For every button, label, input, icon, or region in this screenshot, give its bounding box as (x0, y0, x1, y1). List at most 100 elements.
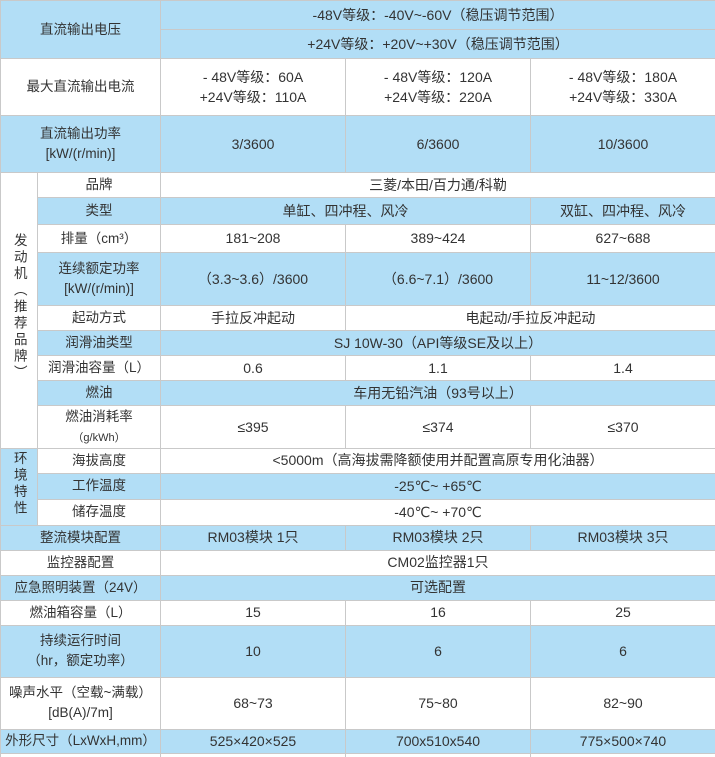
value-engine-type-single: 单缸、四冲程、风冷 (160, 197, 531, 225)
label-noise-level: 噪声水平（空载~满载） [dB(A)/7m] (0, 676, 161, 730)
row-displacement: 排量（cm³） 181~208 389~424 627~688 (1, 224, 715, 253)
value-working-temp: -25℃~ +65℃ (160, 472, 715, 500)
label-fuel-consumption-text: 燃油消耗率 (65, 409, 133, 424)
label-run-time: 持续运行时间 （hr，额定功率） (0, 624, 161, 678)
value-engine-type-twin: 双缸、四冲程、风冷 (530, 197, 715, 225)
value-oil-capacity-model2: 1.1 (345, 355, 531, 381)
row-storage-temp: 储存温度 -40℃~ +70℃ (1, 498, 715, 526)
row-rectifier-module: 整流模块配置 RM03模块 1只 RM03模块 2只 RM03模块 3只 (0, 524, 715, 551)
row-emergency-light: 应急照明装置（24V） 可选配置 (0, 574, 715, 601)
value-rectifier-model3: RM03模块 3只 (530, 524, 715, 551)
label-weight: 重量（净重） (0, 752, 161, 757)
label-rated-power: 连续额定功率 [kW/(r/min)] (37, 252, 161, 306)
value-rectifier-model2: RM03模块 2只 (345, 524, 531, 551)
label-fuel-consumption: 燃油消耗率 （g/kWh） (37, 405, 161, 449)
value-lube-oil-type: SJ 10W-30（API等级SE及以上） (160, 330, 715, 356)
value-dimensions-model2: 700x510x540 (345, 728, 531, 754)
value-power-model2: 6/3600 (345, 115, 531, 173)
label-storage-temp: 储存温度 (37, 498, 161, 526)
value-noise-model2: 75~80 (345, 676, 531, 730)
row-start-mode: 起动方式 手拉反冲起动 电起动/手拉反冲起动 (1, 305, 715, 331)
row-fuel-consumption: 燃油消耗率 （g/kWh） ≤395 ≤374 ≤370 (1, 405, 715, 449)
value-weight-model2: 71kg (345, 752, 531, 757)
value-power-model1: 3/3600 (160, 115, 346, 173)
row-fuel-tank-capacity: 燃油箱容量（L） 15 16 25 (0, 599, 715, 626)
label-fuel-tank-capacity: 燃油箱容量（L） (0, 599, 161, 626)
row-engine-brand: 发动机（推荐品牌） 品牌 三菱/本田/百力通/科勒 (0, 172, 715, 449)
row-dc-output-power: 直流输出功率 [kW/(r/min)] 3/3600 6/3600 10/360… (0, 115, 715, 173)
value-rectifier-model1: RM03模块 1只 (160, 524, 346, 551)
row-dimensions: 外形尺寸（LxWxH,mm） 525×420×525 700x510x540 7… (0, 728, 715, 754)
value-rated-power-model2: （6.6~7.1）/3600 (345, 252, 531, 306)
value-dimensions-model1: 525×420×525 (160, 728, 346, 754)
value-fuel-consumption-model2: ≤374 (345, 405, 531, 449)
row-altitude: 环境特性 海拔高度 <5000m（高海拔需降额使用并配置高原专用化油器） (0, 447, 715, 526)
value-rated-power-model3: 11~12/3600 (530, 252, 715, 306)
value-altitude: <5000m（高海拔需降额使用并配置高原专用化油器） (160, 447, 715, 474)
row-working-temp: 工作温度 -25℃~ +65℃ (1, 472, 715, 500)
value-max-current-model2: - 48V等级：120A +24V等级：220A (345, 58, 531, 116)
row-fuel: 燃油 车用无铅汽油（93号以上） (1, 380, 715, 406)
value-max-current-model1: - 48V等级：60A +24V等级：110A (160, 58, 346, 116)
label-lube-oil-type: 润滑油类型 (37, 330, 161, 356)
value-dc-voltage-48v: -48V等级：-40V~-60V（稳压调节范围） (160, 0, 715, 30)
label-monitor-config: 监控器配置 (0, 549, 161, 576)
label-working-temp: 工作温度 (37, 472, 161, 500)
label-rectifier-module: 整流模块配置 (0, 524, 161, 551)
value-displacement-model2: 389~424 (345, 224, 531, 253)
value-dimensions-model3: 775×500×740 (530, 728, 715, 754)
label-max-dc-current: 最大直流输出电流 (0, 58, 161, 116)
value-fuel-consumption-model3: ≤370 (530, 405, 715, 449)
value-runtime-model1: 10 (160, 624, 346, 678)
section-environment-label: 环境特性 (11, 450, 27, 517)
label-engine-brand: 品牌 (37, 172, 161, 198)
row-dc-output-voltage: 直流输出电压 -48V等级：-40V~-60V（稳压调节范围） (0, 0, 715, 59)
value-noise-model3: 82~90 (530, 676, 715, 730)
value-tank-model2: 16 (345, 599, 531, 626)
section-engine-label: 发动机（推荐品牌） (11, 233, 27, 382)
value-storage-temp: -40℃~ +70℃ (160, 498, 715, 526)
value-displacement-model1: 181~208 (160, 224, 346, 253)
label-fuel-consumption-unit: （g/kWh） (72, 431, 126, 444)
value-tank-model1: 15 (160, 599, 346, 626)
section-engine: 发动机（推荐品牌） (0, 172, 38, 449)
value-displacement-model3: 627~688 (530, 224, 715, 253)
value-runtime-model3: 6 (530, 624, 715, 678)
label-engine-type: 类型 (37, 197, 161, 225)
row-run-time: 持续运行时间 （hr，额定功率） 10 6 6 (0, 624, 715, 678)
value-weight-model3: 109kg (530, 752, 715, 757)
label-dimensions: 外形尺寸（LxWxH,mm） (0, 728, 161, 754)
label-dc-output-voltage: 直流输出电压 (0, 0, 161, 59)
value-rated-power-model1: （3.3~3.6）/3600 (160, 252, 346, 306)
label-dc-output-power: 直流输出功率 [kW/(r/min)] (0, 115, 161, 173)
section-environment: 环境特性 (0, 447, 38, 526)
value-dc-voltage-24v: +24V等级：+20V~+30V（稳压调节范围） (160, 29, 715, 59)
value-oil-capacity-model1: 0.6 (160, 355, 346, 381)
label-emergency-light: 应急照明装置（24V） (0, 574, 161, 601)
row-engine-type: 类型 单缸、四冲程、风冷 双缸、四冲程、风冷 (1, 197, 715, 225)
row-lube-oil-capacity: 润滑油容量（L） 0.6 1.1 1.4 (1, 355, 715, 381)
row-rated-power: 连续额定功率 [kW/(r/min)] （3.3~3.6）/3600 （6.6~… (1, 252, 715, 306)
value-noise-model1: 68~73 (160, 676, 346, 730)
value-max-current-model3: - 48V等级：180A +24V等级：330A (530, 58, 715, 116)
label-fuel: 燃油 (37, 380, 161, 406)
label-displacement: 排量（cm³） (37, 224, 161, 253)
row-monitor-config: 监控器配置 CM02监控器1只 (0, 549, 715, 576)
value-fuel-consumption-model1: ≤395 (160, 405, 346, 449)
label-lube-oil-capacity: 润滑油容量（L） (37, 355, 161, 381)
row-noise-level: 噪声水平（空载~满载） [dB(A)/7m] 68~73 75~80 82~90 (0, 676, 715, 730)
value-power-model3: 10/3600 (530, 115, 715, 173)
row-lube-oil-type: 润滑油类型 SJ 10W-30（API等级SE及以上） (1, 330, 715, 356)
value-oil-capacity-model3: 1.4 (530, 355, 715, 381)
row-dc-output-voltage-24v: +24V等级：+20V~+30V（稳压调节范围） (1, 29, 715, 59)
label-altitude: 海拔高度 (37, 447, 161, 474)
value-start-mode-model23: 电起动/手拉反冲起动 (345, 305, 715, 331)
value-emergency-light: 可选配置 (160, 574, 715, 601)
row-max-dc-current: 最大直流输出电流 - 48V等级：60A +24V等级：110A - 48V等级… (0, 58, 715, 116)
row-weight: 重量（净重） 37kg 71kg 109kg (0, 752, 715, 757)
value-engine-brand: 三菱/本田/百力通/科勒 (160, 172, 715, 198)
value-weight-model1: 37kg (160, 752, 346, 757)
value-runtime-model2: 6 (345, 624, 531, 678)
